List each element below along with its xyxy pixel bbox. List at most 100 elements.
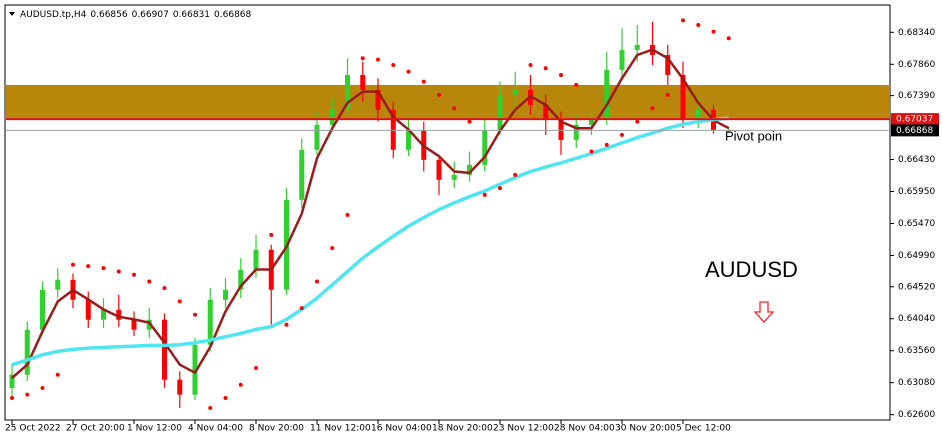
sar-dot xyxy=(726,36,731,41)
sar-dot xyxy=(86,264,91,269)
sar-dot xyxy=(116,269,121,274)
sar-dot xyxy=(406,69,411,74)
price-tag-label: 0.67037 xyxy=(896,115,933,125)
price-tag xyxy=(891,124,939,137)
symbol-header: AUDUSD.tp,H4 0.66856 0.66907 0.66831 0.66868 xyxy=(20,10,252,20)
sar-dot xyxy=(513,172,518,177)
sar-dot xyxy=(71,262,75,267)
y-tick-label: 0.64990 xyxy=(898,251,935,261)
sar-dot xyxy=(635,119,640,124)
sar-dot xyxy=(299,306,304,311)
candle-body xyxy=(375,89,381,110)
candle-body xyxy=(604,69,610,120)
sar-dot xyxy=(132,272,136,277)
candle-body xyxy=(497,94,503,130)
x-tick-label: 5 Dec 12:00 xyxy=(676,424,731,434)
sar-dot xyxy=(559,72,563,77)
price-tag xyxy=(891,113,939,126)
header-part: AUDUSD.tp,H4 xyxy=(20,10,87,20)
candle-body xyxy=(299,149,305,200)
sar-dot xyxy=(10,396,14,401)
header-part: 0.66907 xyxy=(132,10,169,20)
sar-dot xyxy=(162,286,167,291)
sar-dot xyxy=(528,62,533,67)
sar-dot xyxy=(177,299,182,304)
x-tick-label: 28 Nov 04:00 xyxy=(554,424,615,434)
x-tick-label: 30 Nov 20:00 xyxy=(615,424,676,434)
candle-body xyxy=(695,109,701,120)
y-tick-label: 0.68340 xyxy=(898,28,935,38)
sar-dot xyxy=(360,56,365,61)
sar-dot xyxy=(650,106,655,111)
sar-dot xyxy=(55,372,60,377)
plot-frame xyxy=(4,4,891,421)
indicator-line xyxy=(11,116,729,367)
candle-body xyxy=(253,249,259,270)
down-arrow xyxy=(753,301,775,323)
candle-body xyxy=(207,299,213,345)
sar-dot xyxy=(315,279,319,284)
candle-body xyxy=(573,124,579,140)
sar-dot xyxy=(330,246,335,251)
indicator-line xyxy=(11,48,730,379)
sar-dot xyxy=(620,132,624,137)
arrow-shape xyxy=(753,301,775,323)
candle-body xyxy=(680,74,686,120)
sar-dot xyxy=(437,92,441,97)
candle-body xyxy=(543,104,549,120)
sar-dot xyxy=(452,106,457,111)
sar-dot xyxy=(681,18,685,23)
candle-body xyxy=(24,329,30,375)
candle-body xyxy=(223,289,228,300)
sar-dot xyxy=(498,186,502,191)
candle-body xyxy=(101,309,106,320)
sar-dot xyxy=(574,82,579,87)
candle-body xyxy=(146,319,152,330)
x-tick-label: 18 Nov 20:00 xyxy=(432,424,493,434)
sar-dot xyxy=(467,119,472,124)
candle-body xyxy=(177,379,183,395)
pivot-label: Pivot poin xyxy=(725,128,782,143)
y-tick-label: 0.64040 xyxy=(898,314,935,324)
sar-dot xyxy=(25,392,30,397)
candle-body xyxy=(451,174,457,180)
sar-dot xyxy=(269,232,274,237)
candle-body xyxy=(192,344,198,395)
candle-body xyxy=(131,319,137,330)
candle-body xyxy=(238,269,244,290)
candle-body xyxy=(634,44,640,50)
candle-body xyxy=(314,124,320,150)
sar-dot xyxy=(604,142,609,147)
y-tick-label: 0.65950 xyxy=(898,187,935,197)
sar-dot xyxy=(711,29,716,34)
y-tick-label: 0.64520 xyxy=(898,282,935,292)
sar-dot xyxy=(665,92,670,97)
header-part: 0.66868 xyxy=(214,10,251,20)
sar-dot xyxy=(589,149,594,154)
sar-dot xyxy=(208,406,213,411)
sar-dot xyxy=(482,192,487,197)
sar-dot xyxy=(238,382,243,387)
candle-body xyxy=(589,119,594,125)
y-tick-label: 0.63080 xyxy=(898,378,935,388)
y-tick-label: 0.67860 xyxy=(898,60,935,70)
sar-dot xyxy=(543,66,548,71)
price-tag-label: 0.66868 xyxy=(896,126,933,136)
x-tick-label: 16 Nov 04:00 xyxy=(371,424,432,434)
candle-body xyxy=(55,279,61,290)
candle-body xyxy=(360,74,366,90)
candle-body xyxy=(345,74,350,110)
y-tick-label: 0.66430 xyxy=(898,155,935,165)
x-tick-label: 27 Oct 20:00 xyxy=(66,424,125,434)
y-tick-label: 0.62600 xyxy=(898,410,935,420)
candle-body xyxy=(406,129,411,150)
candle-body xyxy=(482,129,488,165)
candle-body xyxy=(665,54,671,75)
candle-body xyxy=(162,319,167,380)
candle-body xyxy=(467,164,472,175)
sar-dot xyxy=(101,266,106,271)
symbol-label: AUDUSD xyxy=(705,257,798,282)
candle-body xyxy=(512,89,518,95)
